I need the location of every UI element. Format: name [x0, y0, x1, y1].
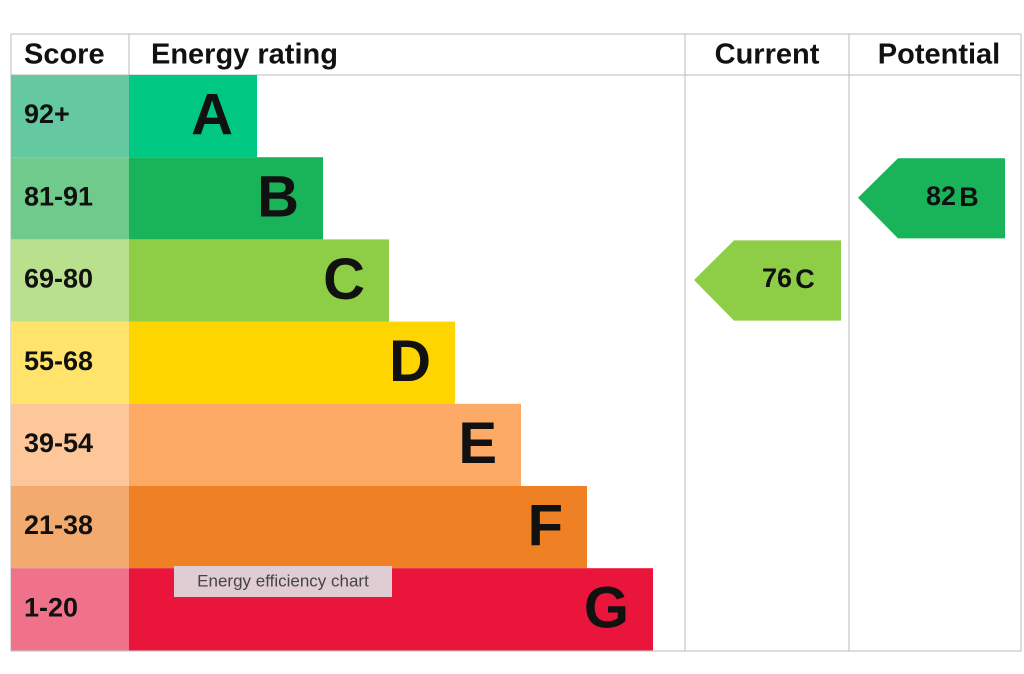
score-cell: [11, 75, 129, 158]
current-value: 76: [762, 263, 792, 293]
rating-letter: E: [458, 411, 497, 476]
header: Potential: [878, 39, 1000, 71]
rating-bar: [129, 403, 521, 486]
score-label: 92+: [24, 99, 70, 129]
potential-rating: B: [959, 182, 979, 212]
rating-letter: F: [528, 493, 563, 558]
potential-value: 82: [926, 181, 956, 211]
potential-arrow: [858, 158, 1005, 239]
tooltip: Energy efficiency chart: [197, 571, 369, 590]
rating-letter: D: [389, 329, 431, 394]
rating-letter: A: [191, 82, 233, 147]
header: Score: [24, 39, 105, 71]
score-cell: [11, 568, 129, 651]
score-label: 1-20: [24, 592, 78, 622]
header: Energy rating: [151, 39, 338, 71]
score-label: 81-91: [24, 181, 93, 211]
score-cell: [11, 403, 129, 486]
rating-letter: G: [584, 576, 629, 641]
score-label: 55-68: [24, 346, 93, 376]
score-cell: [11, 157, 129, 240]
rating-bar: [129, 486, 587, 569]
rating-bar: [129, 239, 389, 322]
score-label: 21-38: [24, 510, 93, 540]
rating-letter: B: [257, 165, 299, 230]
header: Current: [715, 39, 820, 71]
rating-bar: [129, 321, 455, 404]
rating-bar: [129, 157, 323, 240]
score-label: 39-54: [24, 428, 93, 458]
score-cell: [11, 239, 129, 322]
score-cell: [11, 321, 129, 404]
current-rating: C: [795, 264, 815, 294]
rating-letter: C: [323, 247, 365, 312]
score-label: 69-80: [24, 264, 93, 294]
current-arrow: [694, 240, 841, 321]
tooltip-box: [174, 566, 392, 597]
score-cell: [11, 486, 129, 569]
rating-bar: [129, 75, 257, 158]
